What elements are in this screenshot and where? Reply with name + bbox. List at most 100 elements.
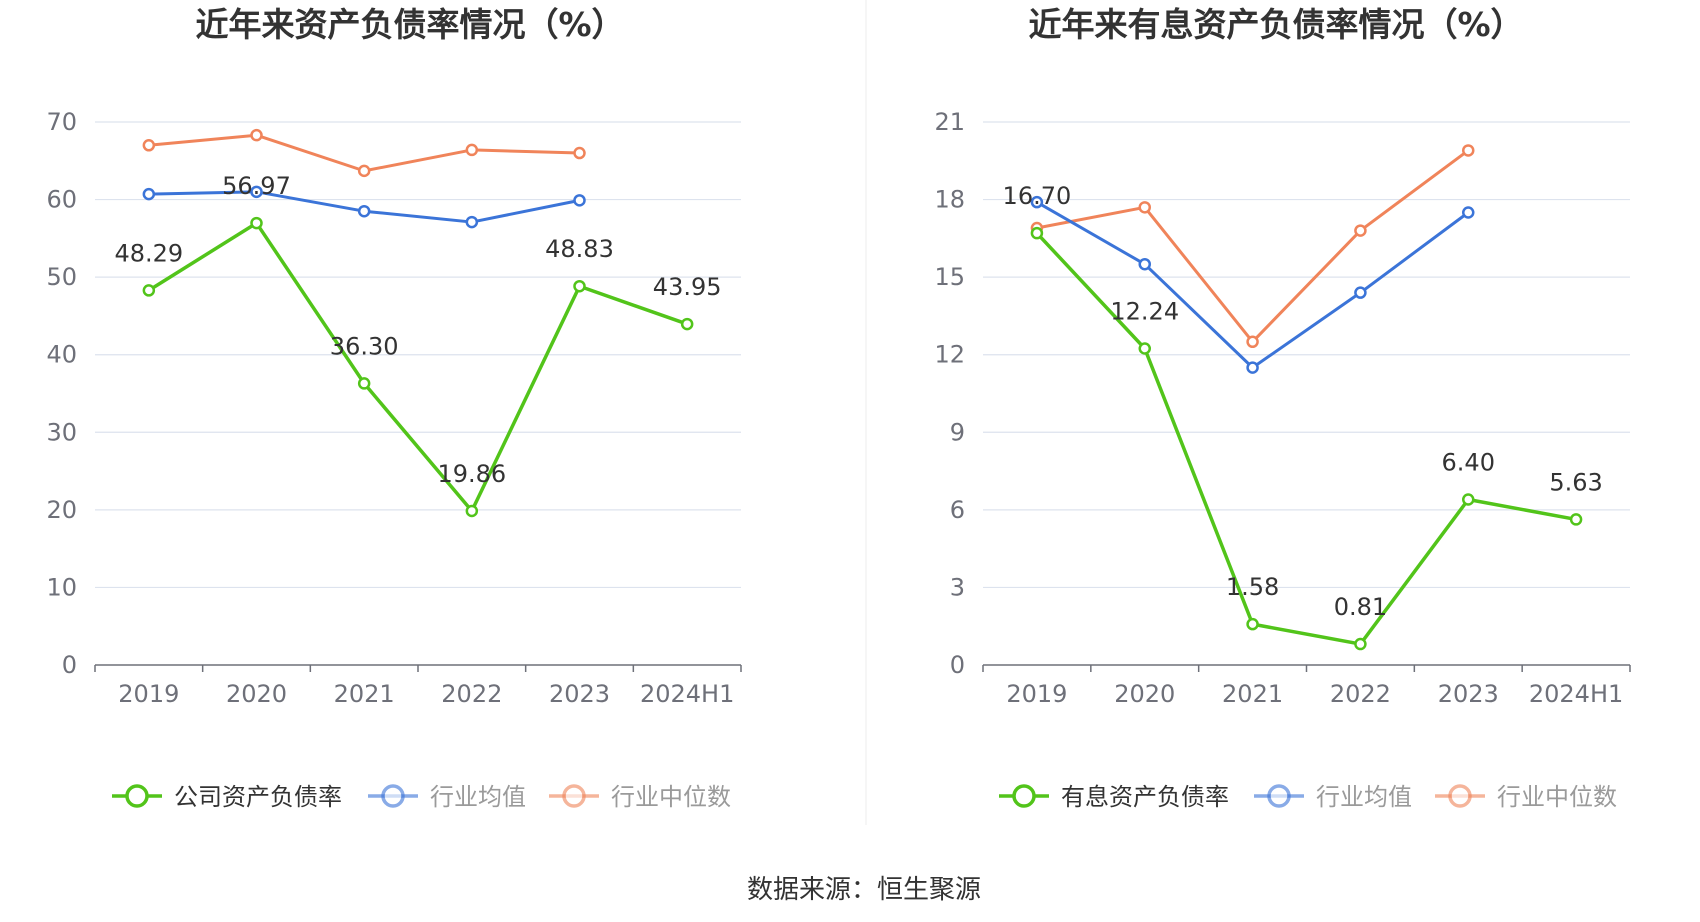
legend-marker-icon [1267, 784, 1291, 808]
data-point-avg[interactable] [1462, 206, 1475, 219]
chart-title: 近年来资产负债率情况（%） [195, 5, 624, 44]
y-tick-label: 20 [46, 496, 77, 524]
data-point-company[interactable] [1354, 637, 1367, 651]
legend-marker-icon [381, 784, 405, 808]
legend-item-company[interactable]: 有息资产负债率 [999, 783, 1229, 811]
legend-label: 行业中位数 [611, 783, 731, 811]
legend-label: 行业均值 [1316, 783, 1412, 811]
data-point-company[interactable] [1569, 513, 1583, 526]
legend-marker-icon [125, 784, 149, 808]
x-tick-label: 2020 [226, 680, 287, 708]
data-point-median[interactable] [142, 139, 156, 152]
data-label: 43.95 [653, 273, 722, 301]
chart-title: 近年来有息资产负债率情况（%） [1028, 5, 1523, 44]
y-tick-label: 21 [934, 108, 965, 136]
data-point-avg[interactable] [1354, 286, 1367, 299]
y-tick-label: 12 [934, 341, 965, 369]
data-point-company[interactable] [1030, 226, 1044, 240]
data-point-avg[interactable] [250, 185, 263, 199]
legend: 公司资产负债率 行业均值 行业中位数 [112, 783, 731, 811]
y-tick-label: 0 [62, 651, 77, 679]
legend-label: 行业均值 [430, 783, 526, 811]
data-point-company[interactable] [1246, 617, 1259, 631]
interest-bearing-liability-ratio-chart: 近年来有息资产负债率情况（%） 0 3 6 9 12 15 18 21 2019 2020 2021… [934, 5, 1631, 811]
data-point-avg[interactable] [1030, 195, 1044, 209]
x-tick-label: 2022 [1330, 680, 1391, 708]
data-point-median[interactable] [1462, 144, 1475, 157]
x-tick-label: 2024H1 [1529, 680, 1623, 708]
data-label: 0.81 [1334, 593, 1387, 621]
y-tick-label: 3 [950, 573, 965, 601]
data-point-median[interactable] [1354, 224, 1367, 237]
data-label: 19.86 [437, 460, 506, 488]
data-label: 56.97 [222, 172, 291, 200]
data-label: 48.83 [545, 235, 614, 263]
plot-area: 0 3 6 9 12 15 18 21 2019 2020 2021 2022 2023 2024H1 16… [934, 108, 1631, 708]
legend-label: 公司资产负债率 [174, 783, 342, 811]
data-point-avg[interactable] [1138, 257, 1151, 271]
data-point-company[interactable] [250, 216, 263, 230]
y-tick-label: 60 [46, 186, 77, 214]
data-label: 48.29 [114, 239, 183, 267]
legend-label: 有息资产负债率 [1061, 783, 1229, 811]
x-tick-label: 2019 [1006, 680, 1067, 708]
data-point-median[interactable] [250, 128, 263, 142]
legend: 有息资产负债率 行业均值 行业中位数 [999, 783, 1617, 811]
y-tick-label: 30 [46, 418, 77, 446]
legend-item-avg[interactable]: 行业均值 [368, 783, 526, 811]
x-tick-label: 2023 [1438, 680, 1499, 708]
source-note: 数据来源：恒生聚源 [747, 875, 981, 905]
data-label: 36.30 [330, 332, 399, 360]
legend-marker-icon [562, 784, 586, 808]
legend-marker-icon [1448, 784, 1472, 808]
series-line-company [1035, 231, 1577, 646]
y-tick-label: 70 [46, 108, 77, 136]
legend-label: 行业中位数 [1497, 783, 1617, 811]
data-point-company[interactable] [1138, 342, 1151, 355]
data-point-median[interactable] [357, 164, 371, 178]
data-point-avg[interactable] [357, 204, 371, 218]
data-label: 16.70 [1003, 182, 1072, 210]
y-tick-label: 50 [46, 263, 77, 291]
data-point-company[interactable] [1462, 493, 1475, 506]
legend-item-avg[interactable]: 行业均值 [1254, 783, 1412, 811]
data-point-avg[interactable] [1246, 361, 1259, 374]
data-point-company[interactable] [680, 317, 694, 331]
data-point-company[interactable] [142, 284, 156, 297]
legend-marker-icon [1012, 784, 1036, 808]
y-tick-label: 40 [46, 341, 77, 369]
data-label: 1.58 [1226, 573, 1279, 601]
x-tick-label: 2023 [549, 680, 610, 708]
x-tick-label: 2020 [1114, 680, 1175, 708]
x-tick-label: 2024H1 [640, 680, 734, 708]
series-line-median [1036, 149, 1470, 344]
y-tick-label: 10 [46, 573, 77, 601]
data-point-avg[interactable] [573, 194, 586, 207]
x-tick-label: 2019 [118, 680, 179, 708]
legend-item-median[interactable]: 行业中位数 [549, 783, 731, 811]
data-point-company[interactable] [465, 504, 479, 518]
data-point-company[interactable] [573, 279, 586, 293]
data-point-company[interactable] [357, 377, 371, 390]
data-point-median[interactable] [465, 143, 479, 157]
data-point-median[interactable] [573, 146, 586, 160]
data-point-median[interactable] [1246, 335, 1259, 349]
data-point-median[interactable] [1138, 201, 1151, 214]
asset-liability-ratio-chart: 近年来资产负债率情况（%） 0 10 20 30 40 50 60 70 2019 2020 202… [46, 5, 742, 811]
data-point-avg[interactable] [142, 187, 156, 201]
y-tick-label: 9 [950, 418, 965, 446]
data-label: 12.24 [1110, 298, 1179, 326]
y-tick-label: 0 [950, 651, 965, 679]
x-tick-label: 2022 [441, 680, 502, 708]
x-tick-label: 2021 [334, 680, 395, 708]
legend-item-median[interactable]: 行业中位数 [1435, 783, 1617, 811]
data-point-avg[interactable] [465, 215, 479, 229]
y-tick-label: 18 [934, 186, 965, 214]
x-tick-label: 2021 [1222, 680, 1283, 708]
data-label: 5.63 [1549, 468, 1602, 496]
data-label: 6.40 [1442, 449, 1495, 477]
plot-area: 0 10 20 30 40 50 60 70 2019 2020 2021 2022 2023 2024H… [46, 108, 742, 708]
legend-item-company[interactable]: 公司资产负债率 [112, 783, 342, 811]
